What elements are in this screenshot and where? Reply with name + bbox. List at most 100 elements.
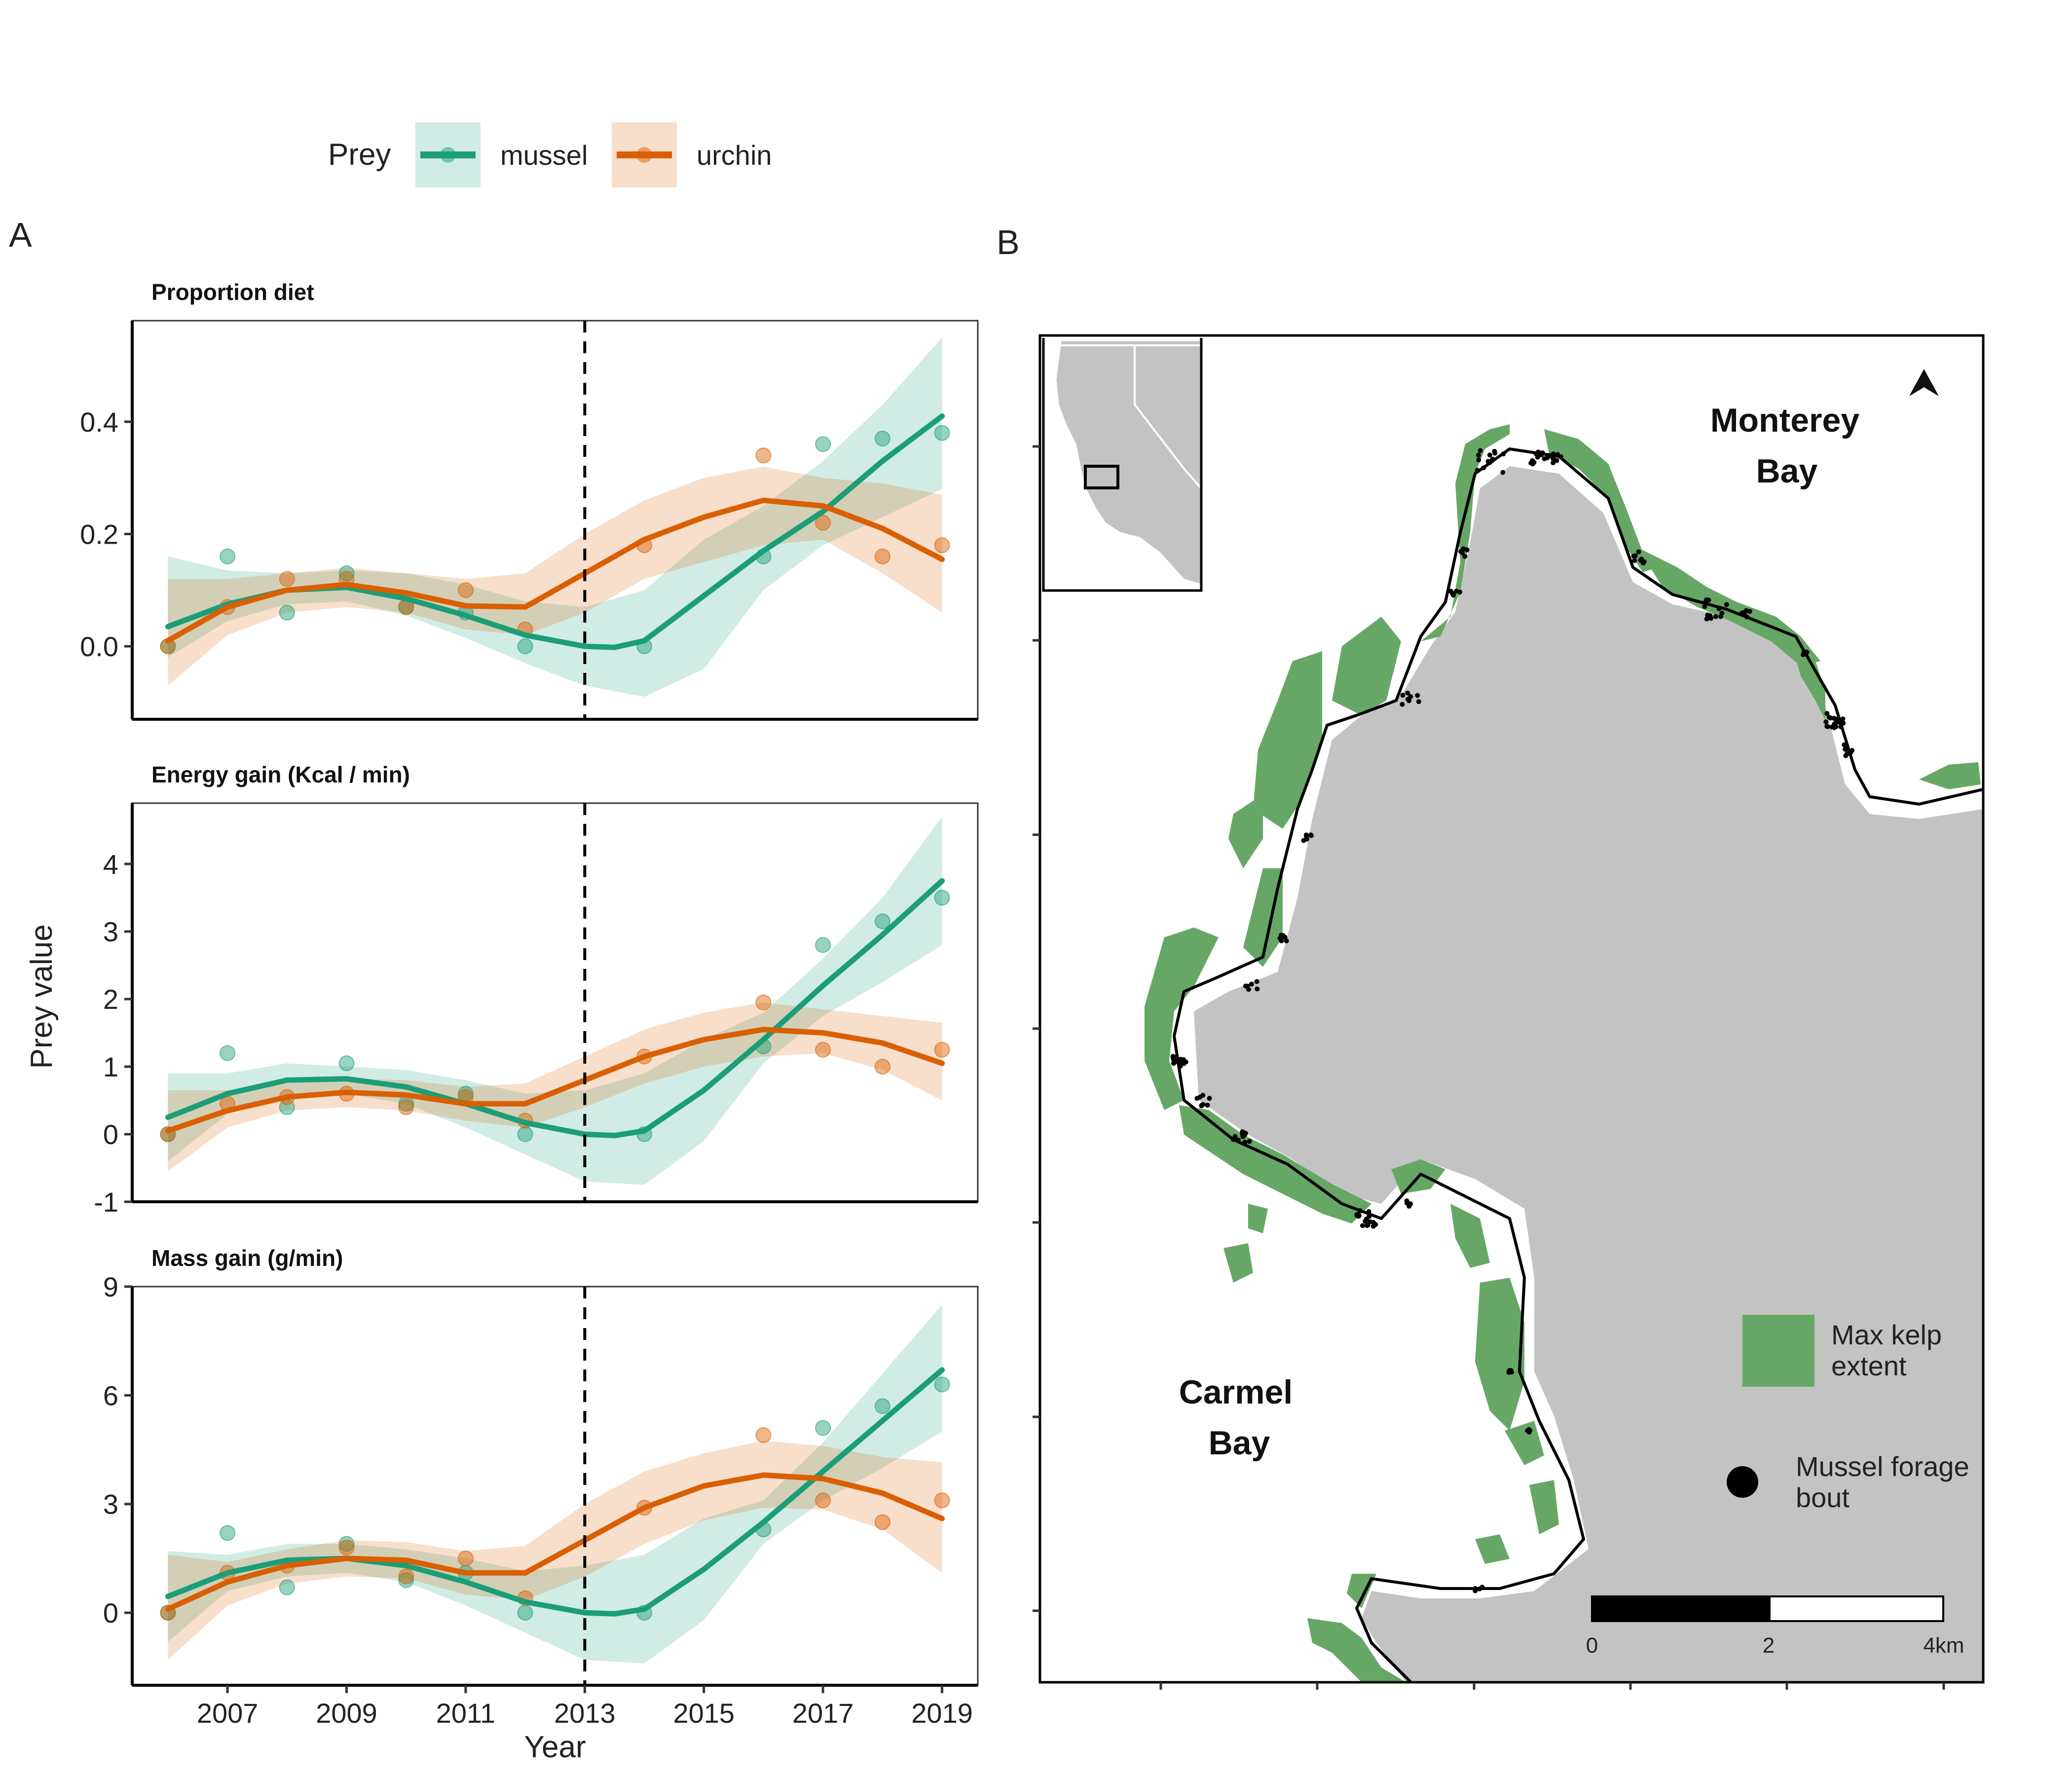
forage-bout-dot <box>1801 652 1806 658</box>
forage-bout-dot <box>1462 554 1468 559</box>
forage-bout-dot <box>1826 714 1832 720</box>
point-urchin <box>815 515 831 531</box>
forage-bout-dot <box>1531 460 1537 465</box>
point-urchin <box>934 1041 950 1058</box>
x-tick-label: 2013 <box>554 1698 616 1729</box>
forage-bout-dot <box>1473 1588 1478 1593</box>
panel-mass-gain: Mass gain (g/min) 0 3 6 9 2007 2009 2011 2013 201… <box>103 1245 979 1729</box>
forage-bout-dot <box>1364 1217 1369 1221</box>
point-mussel <box>338 1055 355 1072</box>
inset-state-border <box>1134 345 1202 489</box>
y-tick-label: -1 <box>94 1186 118 1218</box>
panel-energy-gain: Energy gain (Kcal / min) -1 0 1 2 3 4 <box>94 762 979 1218</box>
north-arrow-icon <box>1909 369 1939 396</box>
point-mussel <box>279 604 295 621</box>
point-mussel <box>220 548 236 564</box>
point-mussel <box>934 425 950 441</box>
forage-bout-dot <box>1235 1137 1241 1143</box>
forage-bout-dot <box>1303 832 1309 838</box>
forage-bout-dot <box>1487 452 1492 458</box>
forage-bout-dot <box>1415 693 1420 698</box>
point-urchin <box>815 1041 831 1058</box>
point-urchin <box>755 1427 772 1443</box>
legend-label-urchin: urchin <box>697 140 772 171</box>
panel-title: Proportion diet <box>151 279 314 305</box>
forage-bout-dot <box>1368 1219 1373 1224</box>
point-mussel <box>934 889 950 906</box>
point-urchin <box>755 447 772 464</box>
point-urchin <box>934 1492 950 1509</box>
forage-bout-dot <box>1836 718 1841 723</box>
forage-bout-dot <box>1832 725 1837 730</box>
y-tick-label: 0.0 <box>80 631 118 662</box>
point-mussel <box>874 1398 890 1414</box>
band-urchin <box>168 466 942 686</box>
forage-bout-dot <box>1848 750 1853 755</box>
forage-bout-dot <box>1843 746 1848 752</box>
point-urchin <box>874 1514 890 1530</box>
forage-bout-dot <box>1254 979 1259 984</box>
panel-label-a: A <box>9 216 32 254</box>
inset-map <box>1042 338 1203 592</box>
forage-bout-dot <box>1832 721 1838 726</box>
point-mussel <box>220 1045 236 1061</box>
band-urchin <box>168 1002 942 1172</box>
forage-bout-dot <box>1242 1140 1248 1145</box>
forage-bout-dot <box>1476 457 1481 463</box>
legend-kelp-swatch <box>1742 1315 1814 1387</box>
map-frame <box>1038 334 1985 1684</box>
scale-label-0: 0 <box>1586 1633 1598 1658</box>
forage-bout-dot <box>1255 986 1260 992</box>
point-urchin <box>398 1568 414 1585</box>
x-tick-label: 2009 <box>316 1698 377 1729</box>
forage-bout-dot <box>1718 614 1723 619</box>
forage-bout-dot <box>1632 558 1637 563</box>
forage-bout-dot <box>1405 690 1410 696</box>
forage-bout-dot <box>1400 702 1405 707</box>
forage-bout-dot <box>1370 1223 1376 1229</box>
legend-forage-label-2: bout <box>1796 1482 1850 1513</box>
forage-bout-dot <box>1838 724 1844 730</box>
y-tick-label: 1 <box>103 1051 118 1082</box>
forage-bout-dot <box>1207 1096 1212 1101</box>
y-tick-label: 0 <box>103 1119 118 1150</box>
map-label-carmel-bay: Bay <box>1209 1424 1270 1462</box>
point-urchin <box>279 571 295 587</box>
forage-bout-dot <box>1489 458 1494 464</box>
forage-bout-dot <box>1548 453 1553 458</box>
y-tick-label: 0 <box>103 1597 118 1628</box>
forage-bout-dot <box>1454 589 1459 594</box>
forage-bout-dot <box>1247 1139 1252 1144</box>
point-mussel <box>338 1536 355 1552</box>
point-mussel <box>517 638 533 655</box>
legend-item-mussel: mussel <box>415 122 588 187</box>
forage-bout-dot <box>1481 465 1486 471</box>
forage-bout-dot <box>1478 448 1483 453</box>
plot-area <box>131 1286 979 1686</box>
x-tick-label: 2007 <box>197 1698 259 1729</box>
inset-study-area-box <box>1084 465 1119 489</box>
forage-bout-dot <box>1416 699 1421 704</box>
band-urchin <box>168 1441 942 1660</box>
forage-bout-dot <box>1284 938 1289 944</box>
x-axis-title: Year <box>524 1730 586 1764</box>
forage-bout-dot <box>1243 1131 1248 1136</box>
legend-kelp-label-2: extent <box>1831 1350 1907 1381</box>
map-label-monterey: Monterey <box>1710 402 1859 439</box>
point-mussel <box>517 1605 533 1621</box>
forage-bout-dot <box>1724 602 1729 607</box>
x-tick-label: 2017 <box>792 1698 854 1729</box>
scale-bar-white <box>1769 1595 1944 1622</box>
point-urchin <box>934 537 950 554</box>
map-ticks <box>1033 445 1945 1690</box>
forage-bout-dot <box>1508 1368 1514 1373</box>
map-label-carmel: Carmel <box>1179 1373 1293 1411</box>
forage-bout-dot <box>1170 1054 1176 1059</box>
point-urchin <box>457 582 474 598</box>
point-mussel <box>279 1579 295 1595</box>
y-tick-label: 9 <box>103 1271 118 1302</box>
point-urchin <box>874 548 890 564</box>
forage-bout-dot <box>1823 719 1829 725</box>
x-tick-label: 2011 <box>436 1698 495 1729</box>
